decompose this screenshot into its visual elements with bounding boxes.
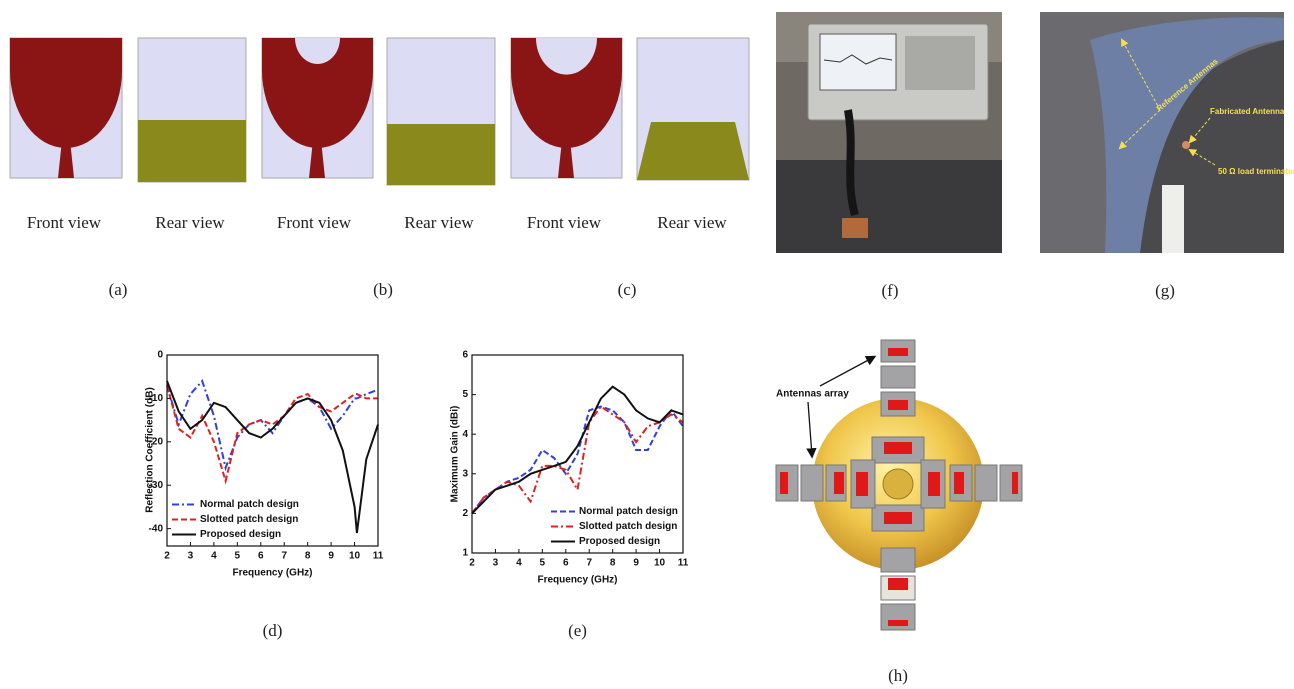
legend-label: Normal patch design	[579, 506, 678, 517]
annotation: Fabricated Antenna	[1210, 107, 1285, 116]
x-axis-label: Frequency (GHz)	[232, 568, 312, 579]
panel-b	[262, 38, 495, 185]
panel-label: (b)	[373, 280, 393, 299]
view-label: Front view	[277, 213, 352, 232]
y-tick-label: 2	[462, 508, 468, 519]
x-tick-label: 4	[516, 558, 522, 569]
series-line	[472, 407, 683, 514]
diagram-h: Antennas array (h)	[776, 340, 1022, 685]
x-tick-label: 5	[235, 551, 241, 562]
table	[776, 160, 1002, 253]
series-line	[472, 387, 683, 514]
y-tick-label: 4	[462, 429, 468, 440]
y-tick-label: 0	[157, 350, 163, 361]
series-line	[167, 381, 378, 468]
ground	[387, 124, 495, 185]
view-label: Rear view	[404, 213, 474, 232]
photo-f: (f)	[776, 12, 1002, 300]
panel-a	[10, 38, 246, 182]
fabricated-antenna	[1182, 141, 1190, 149]
figure: Front view Rear view Front view Rear vie…	[0, 0, 1294, 689]
panel-label: (e)	[568, 621, 587, 640]
y-tick-label: 1	[462, 548, 468, 559]
antenna-under-test	[842, 218, 868, 238]
x-tick-label: 8	[610, 558, 616, 569]
y-tick-label: 6	[462, 350, 468, 361]
stand	[1162, 185, 1184, 253]
x-tick-label: 11	[678, 558, 689, 569]
view-label: Front view	[27, 213, 102, 232]
x-tick-label: 3	[493, 558, 499, 569]
panel-label: (f)	[882, 281, 899, 300]
core	[883, 469, 913, 499]
series-line	[167, 381, 378, 533]
annotation-arrow	[820, 357, 874, 386]
legend-label: Proposed design	[200, 529, 281, 540]
panel-label: (h)	[888, 666, 908, 685]
annotation: 50 Ω load terminator	[1218, 167, 1294, 176]
panel-c	[511, 38, 749, 180]
y-tick-label: -40	[149, 523, 164, 534]
y-axis-label: Reflection Coefficient (dB)	[145, 387, 156, 513]
panel-label: (g)	[1155, 281, 1175, 300]
panel-label: (c)	[618, 280, 637, 299]
x-tick-label: 7	[586, 558, 592, 569]
view-label: Rear view	[155, 213, 225, 232]
legend-label: Slotted patch design	[200, 514, 298, 525]
ground	[138, 120, 246, 182]
x-tick-label: 7	[281, 551, 287, 562]
view-label: Rear view	[657, 213, 727, 232]
x-axis-label: Frequency (GHz)	[537, 575, 617, 586]
photo-g: Reference Antennas Fabricated Antenna 50…	[1040, 12, 1294, 300]
antenna-texts: Front view Rear view Front view Rear vie…	[27, 213, 727, 299]
x-tick-label: 8	[305, 551, 311, 562]
annotation: Antennas array	[776, 389, 849, 400]
y-tick-label: 5	[462, 389, 468, 400]
view-label: Front view	[527, 213, 602, 232]
y-axis-label: Maximum Gain (dBi)	[450, 406, 461, 503]
x-tick-label: 9	[328, 551, 334, 562]
series-line	[472, 407, 683, 514]
x-tick-label: 11	[373, 551, 384, 562]
x-tick-label: 4	[211, 551, 217, 562]
legend-label: Proposed design	[579, 536, 660, 547]
annotation-arrow	[808, 402, 812, 456]
x-tick-label: 6	[563, 558, 569, 569]
y-tick-label: 3	[462, 468, 468, 479]
screen	[820, 34, 896, 90]
keypad	[905, 36, 975, 90]
panel-label: (d)	[263, 621, 283, 640]
x-tick-label: 2	[469, 558, 475, 569]
legend-label: Normal patch design	[200, 499, 299, 510]
x-tick-label: 10	[349, 551, 361, 562]
x-tick-label: 6	[258, 551, 264, 562]
x-tick-label: 5	[540, 558, 546, 569]
x-tick-label: 3	[188, 551, 194, 562]
x-tick-label: 2	[164, 551, 170, 562]
x-tick-label: 9	[633, 558, 639, 569]
legend-label: Slotted patch design	[579, 521, 677, 532]
ground	[637, 122, 749, 180]
panel-label: (a)	[109, 280, 128, 299]
x-tick-label: 10	[654, 558, 666, 569]
